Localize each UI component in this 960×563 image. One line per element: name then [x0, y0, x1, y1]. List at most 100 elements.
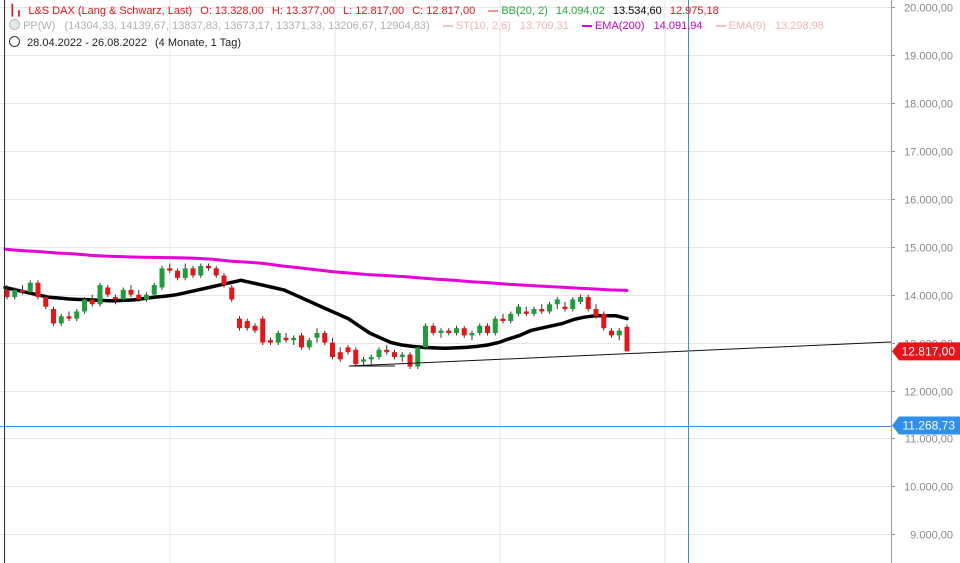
- y-tick-label-5: 14.000,00: [904, 291, 953, 303]
- legend-row-indicators: PP(W) (14304,33, 14139,67, 13837,83, 136…: [9, 19, 824, 34]
- candle-31: [244, 321, 250, 329]
- candle-39: [306, 340, 312, 348]
- candle-41: [322, 333, 328, 343]
- price-axis[interactable]: 9.000,0010.000,0011.000,0012.000,0013.00…: [4, 0, 960, 563]
- candle-47: [368, 356, 374, 360]
- candle-35: [275, 333, 281, 343]
- candle-10: [82, 299, 87, 312]
- candle-67: [523, 311, 529, 314]
- bb-middle-line: [3, 278, 629, 351]
- candle-65: [508, 313, 514, 322]
- cursor-price-badge: [892, 416, 960, 435]
- chart-type-icon[interactable]: ┃╻: [9, 5, 23, 17]
- candle-22: [175, 270, 180, 278]
- support-trendline: [348, 341, 892, 367]
- candle-78: [609, 330, 614, 336]
- candle-68: [531, 309, 537, 314]
- candle-60: [469, 333, 475, 336]
- candle-7: [58, 316, 64, 324]
- candle-8: [66, 316, 72, 319]
- last-price-badge-label: 12.817,00: [902, 344, 956, 358]
- candle-37: [291, 337, 297, 341]
- candle-17: [136, 294, 142, 300]
- cursor-price-badge-label: 11.268,73: [903, 419, 956, 433]
- y-tick-label-2: 11.000,00: [905, 434, 953, 446]
- candle-44: [345, 347, 351, 353]
- date-range: 28.04.2022 - 26.08.2022: [27, 37, 147, 49]
- bb-mid-path: [3, 278, 629, 351]
- candle-11: [89, 299, 95, 305]
- candle-38: [299, 335, 304, 348]
- ema200-label[interactable]: EMA(200): [594, 20, 645, 32]
- candle-61: [477, 325, 483, 334]
- candle-53: [415, 347, 421, 367]
- candle-49: [384, 349, 390, 353]
- candle-0: [4, 289, 10, 298]
- ema200-swatch: [581, 25, 592, 28]
- candle-25: [198, 265, 204, 276]
- candle-46: [361, 359, 366, 362]
- st-swatch: [442, 25, 453, 28]
- instrument-title[interactable]: L&S DAX (Lang & Schwarz, Last): [28, 5, 193, 17]
- y-tick-label-0: 9.000,00: [910, 530, 953, 542]
- candle-28: [221, 275, 227, 286]
- candle-23: [182, 268, 188, 278]
- candle-77: [601, 313, 607, 329]
- candle-79: [616, 330, 622, 336]
- candle-52: [407, 354, 413, 367]
- candle-24: [190, 268, 196, 276]
- candle-5: [43, 297, 49, 307]
- candle-63: [492, 318, 498, 334]
- y-tick-label-10: 19.000,00: [904, 51, 953, 63]
- candle-59: [461, 328, 467, 336]
- candle-64: [500, 318, 506, 322]
- candlestick-series: [4, 263, 630, 369]
- candle-76: [593, 309, 599, 317]
- close-value: C: 12.817,00: [412, 5, 476, 17]
- bb-label[interactable]: BB(20, 2): [501, 5, 548, 17]
- trendline: [348, 341, 892, 367]
- y-tick-label-11: 20.000,00: [904, 3, 953, 15]
- candle-36: [283, 337, 289, 341]
- ema200-path: [3, 247, 629, 292]
- pp-values: (14304,33, 14139,67, 13837,83, 13673,17,…: [64, 20, 430, 32]
- y-tick-label-8: 17.000,00: [904, 147, 953, 159]
- candle-51: [399, 354, 405, 357]
- candle-72: [562, 306, 568, 310]
- low-value: L: 12.817,00: [342, 5, 405, 17]
- candle-70: [547, 304, 552, 312]
- candle-30: [237, 318, 242, 329]
- legend-row-range: 28.04.2022 - 26.08.2022 (4 Monate, 1 Tag…: [9, 36, 241, 51]
- candle-73: [570, 299, 576, 310]
- bb-swatch: [488, 10, 499, 13]
- candle-43: [337, 352, 343, 360]
- ema9-value: 13.298,98: [774, 20, 824, 32]
- candle-40: [314, 333, 320, 338]
- bb-mid-value: 13.534,60: [612, 5, 662, 17]
- ema9-label[interactable]: EMA(9): [728, 20, 766, 32]
- visibility-toggle-icon[interactable]: [9, 19, 20, 30]
- pp-label[interactable]: PP(W): [23, 20, 56, 32]
- ema200-value: 14.091,94: [653, 20, 703, 32]
- candle-69: [539, 309, 545, 312]
- candle-54: [423, 325, 428, 348]
- candle-16: [128, 289, 134, 295]
- bb-lower-value: 12.975,18: [669, 5, 719, 17]
- candle-2: [20, 289, 25, 293]
- candle-66: [516, 306, 521, 314]
- candle-71: [554, 299, 560, 305]
- last-price-badge: [892, 342, 960, 361]
- crosshair: [0, 0, 891, 563]
- candle-75: [585, 297, 591, 310]
- candle-4: [35, 282, 41, 298]
- candle-34: [268, 340, 273, 343]
- candle-80: [624, 326, 630, 352]
- st-label[interactable]: ST(10, 2,6): [455, 20, 511, 32]
- candle-74: [578, 297, 583, 302]
- y-tick-label-9: 18.000,00: [904, 99, 953, 111]
- legend-row-ohlc: ┃╻ L&S DAX (Lang & Schwarz, Last) O: 13.…: [9, 4, 719, 19]
- y-tick-label-3: 12.000,00: [904, 387, 953, 399]
- candle-32: [252, 325, 258, 331]
- clock-icon[interactable]: [9, 36, 20, 47]
